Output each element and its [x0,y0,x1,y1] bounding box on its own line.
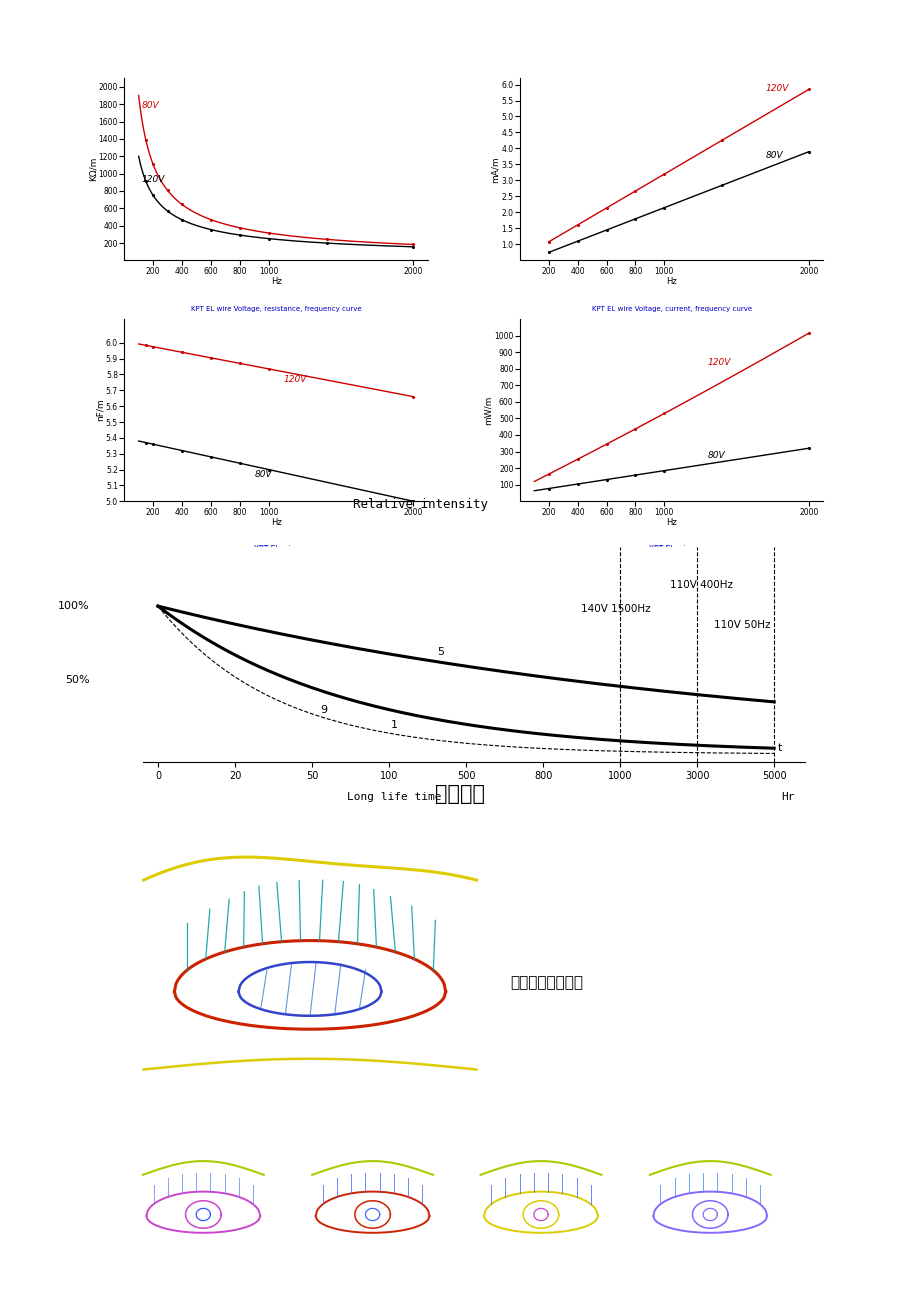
Text: 110V 50Hz: 110V 50Hz [713,620,769,630]
X-axis label: Hz: Hz [270,518,281,527]
Y-axis label: mA/m: mA/m [491,156,500,182]
Text: KPT EL wire Voltage, current, frequency curve: KPT EL wire Voltage, current, frequency … [591,306,751,312]
Text: 9: 9 [320,704,326,715]
Text: 50%: 50% [65,676,89,685]
Text: 80V: 80V [707,452,724,460]
Text: 80V: 80V [765,151,782,160]
Text: 相对寿命: 相对寿命 [435,784,484,805]
Text: 5: 5 [437,647,444,658]
X-axis label: Hz: Hz [270,277,281,286]
X-axis label: Hz: Hz [665,277,676,286]
Text: Relative intensity: Relative intensity [353,499,488,512]
Text: KPT EL wire: KPT EL wire [649,546,693,555]
Text: 80V: 80V [142,102,159,111]
Text: 120V: 120V [142,176,165,185]
Text: KPT EL wire Voltage, resistance, frequency curve: KPT EL wire Voltage, resistance, frequen… [190,306,361,312]
Y-axis label: nF/m: nF/m [96,398,105,422]
Text: 140V 1500Hz: 140V 1500Hz [581,604,651,615]
Text: KPT EL wire: KPT EL wire [254,546,298,555]
Text: 1: 1 [391,720,398,729]
Text: 120V: 120V [707,358,731,367]
Text: 110V 400Hz: 110V 400Hz [669,581,732,590]
Text: 100%: 100% [58,602,89,611]
Y-axis label: mW/m: mW/m [483,396,493,424]
Text: 120V: 120V [765,83,789,92]
Y-axis label: KΩ/m: KΩ/m [88,158,97,181]
X-axis label: Hz: Hz [665,518,676,527]
Text: t: t [777,743,781,754]
Text: 电路控制动态图像: 电路控制动态图像 [510,975,583,991]
Text: 120V: 120V [283,375,306,384]
Text: Hr: Hr [781,793,794,802]
Text: Long life time: Long life time [346,793,441,802]
Text: 80V: 80V [254,470,272,479]
